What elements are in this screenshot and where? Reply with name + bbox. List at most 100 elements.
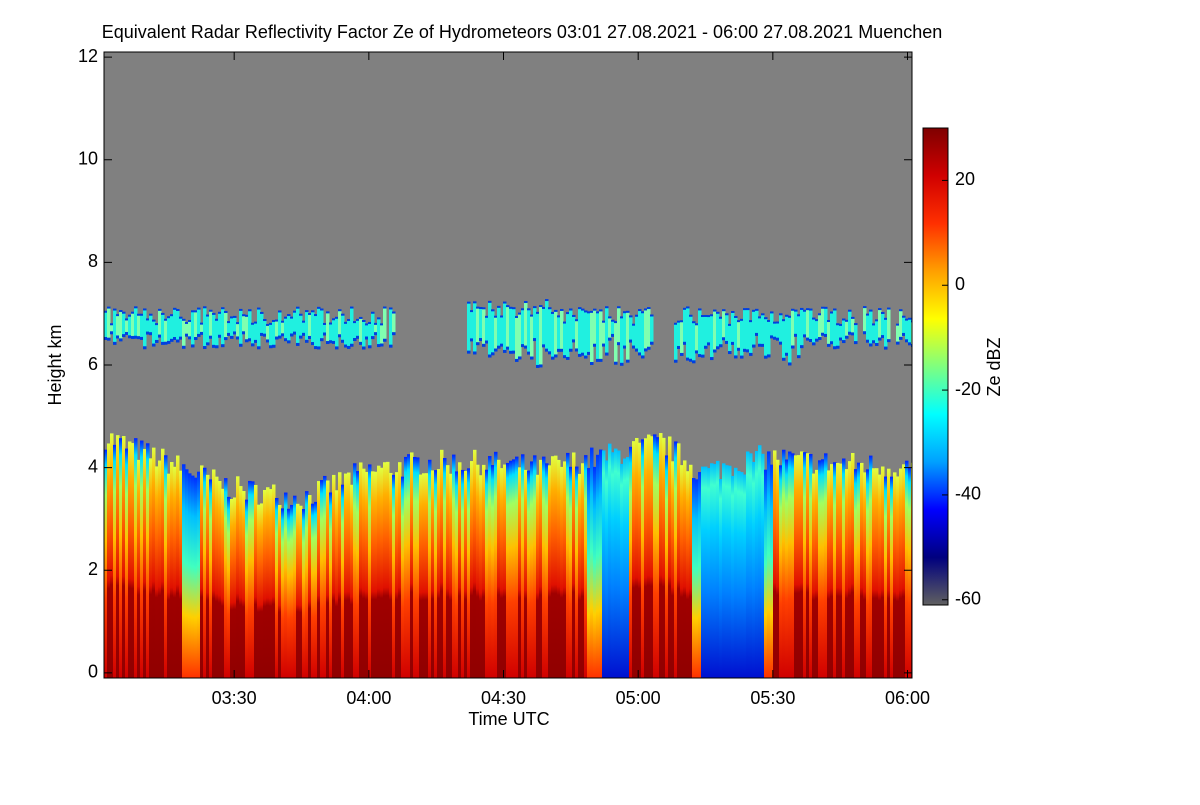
upper-cloud [329, 324, 333, 341]
field-column [827, 470, 831, 678]
field-column [515, 456, 519, 678]
field-column [842, 458, 846, 678]
field-column [236, 476, 240, 678]
field-column [299, 505, 303, 678]
field-column [308, 495, 312, 678]
upper-cloud [752, 311, 756, 345]
field-column [488, 456, 492, 678]
upper-cloud [116, 316, 120, 336]
upper-cloud [695, 325, 699, 351]
field-column [443, 458, 447, 678]
field-column [458, 462, 462, 678]
field-column [431, 470, 435, 678]
upper-cloud [803, 311, 807, 335]
upper-cloud [674, 324, 678, 360]
upper-cloud [737, 322, 741, 348]
field-column [734, 467, 738, 678]
field-column [506, 462, 510, 678]
field-column [182, 464, 186, 678]
upper-cloud [578, 309, 582, 354]
field-column [626, 457, 630, 678]
field-column [560, 466, 564, 678]
field-column [791, 453, 795, 678]
field-column [152, 447, 156, 678]
field-column [758, 445, 762, 678]
upper-cloud [548, 309, 552, 352]
upper-cloud [527, 310, 531, 352]
field-column [221, 488, 225, 678]
upper-cloud [899, 311, 903, 337]
upper-cloud [878, 310, 882, 338]
field-column [347, 472, 351, 678]
field-column [248, 480, 252, 678]
upper-cloud [623, 313, 627, 346]
upper-cloud [647, 309, 651, 347]
field-column [362, 468, 366, 678]
upper-cloud [608, 318, 612, 338]
field-column [563, 461, 567, 678]
upper-cloud [161, 314, 165, 342]
field-column [782, 449, 786, 678]
field-column [710, 463, 714, 678]
upper-cloud [830, 313, 834, 342]
upper-cloud [791, 310, 795, 346]
field-column [416, 457, 420, 678]
upper-cloud [479, 309, 483, 339]
upper-cloud [362, 322, 366, 347]
field-column [485, 469, 489, 678]
upper-cloud [590, 312, 594, 362]
upper-cloud [263, 321, 267, 334]
field-column [155, 466, 159, 678]
upper-cloud [275, 321, 279, 337]
field-column [482, 464, 486, 678]
field-column [194, 477, 198, 678]
upper-cloud [119, 312, 123, 339]
upper-cloud [212, 314, 216, 345]
field-column [590, 447, 594, 678]
field-column [890, 476, 894, 678]
field-column [179, 470, 183, 678]
upper-cloud [641, 313, 645, 356]
field-column [185, 469, 189, 678]
field-column [161, 448, 165, 678]
field-column [809, 453, 813, 678]
upper-cloud [299, 315, 303, 336]
upper-cloud [170, 316, 174, 339]
field-column [857, 462, 861, 678]
upper-cloud [167, 318, 171, 341]
upper-cloud [380, 325, 384, 344]
upper-cloud [560, 310, 564, 349]
upper-cloud [497, 307, 501, 346]
upper-cloud [650, 316, 654, 342]
field-column [698, 472, 702, 678]
field-column [392, 474, 396, 678]
field-column [419, 474, 423, 678]
upper-cloud [110, 325, 114, 332]
field-column [848, 461, 852, 678]
upper-cloud [764, 319, 768, 356]
upper-cloud [200, 324, 204, 332]
upper-cloud [524, 303, 528, 346]
upper-cloud [350, 308, 354, 344]
field-column [284, 492, 288, 678]
field-column [332, 474, 336, 678]
upper-cloud [725, 315, 729, 341]
field-column [668, 436, 672, 678]
upper-cloud [221, 309, 225, 345]
field-column [371, 471, 375, 678]
upper-cloud [809, 310, 813, 339]
upper-cloud [566, 314, 570, 357]
field-column [137, 459, 141, 678]
upper-cloud [836, 325, 840, 346]
field-column [650, 436, 654, 678]
upper-cloud [134, 308, 138, 336]
field-column [389, 472, 393, 678]
upper-cloud [521, 310, 525, 345]
upper-cloud [185, 323, 189, 334]
field-column [551, 456, 555, 678]
field-column [854, 469, 858, 678]
upper-cloud [236, 324, 240, 337]
field-column [620, 463, 624, 678]
field-column [230, 498, 234, 678]
field-column [353, 463, 357, 678]
